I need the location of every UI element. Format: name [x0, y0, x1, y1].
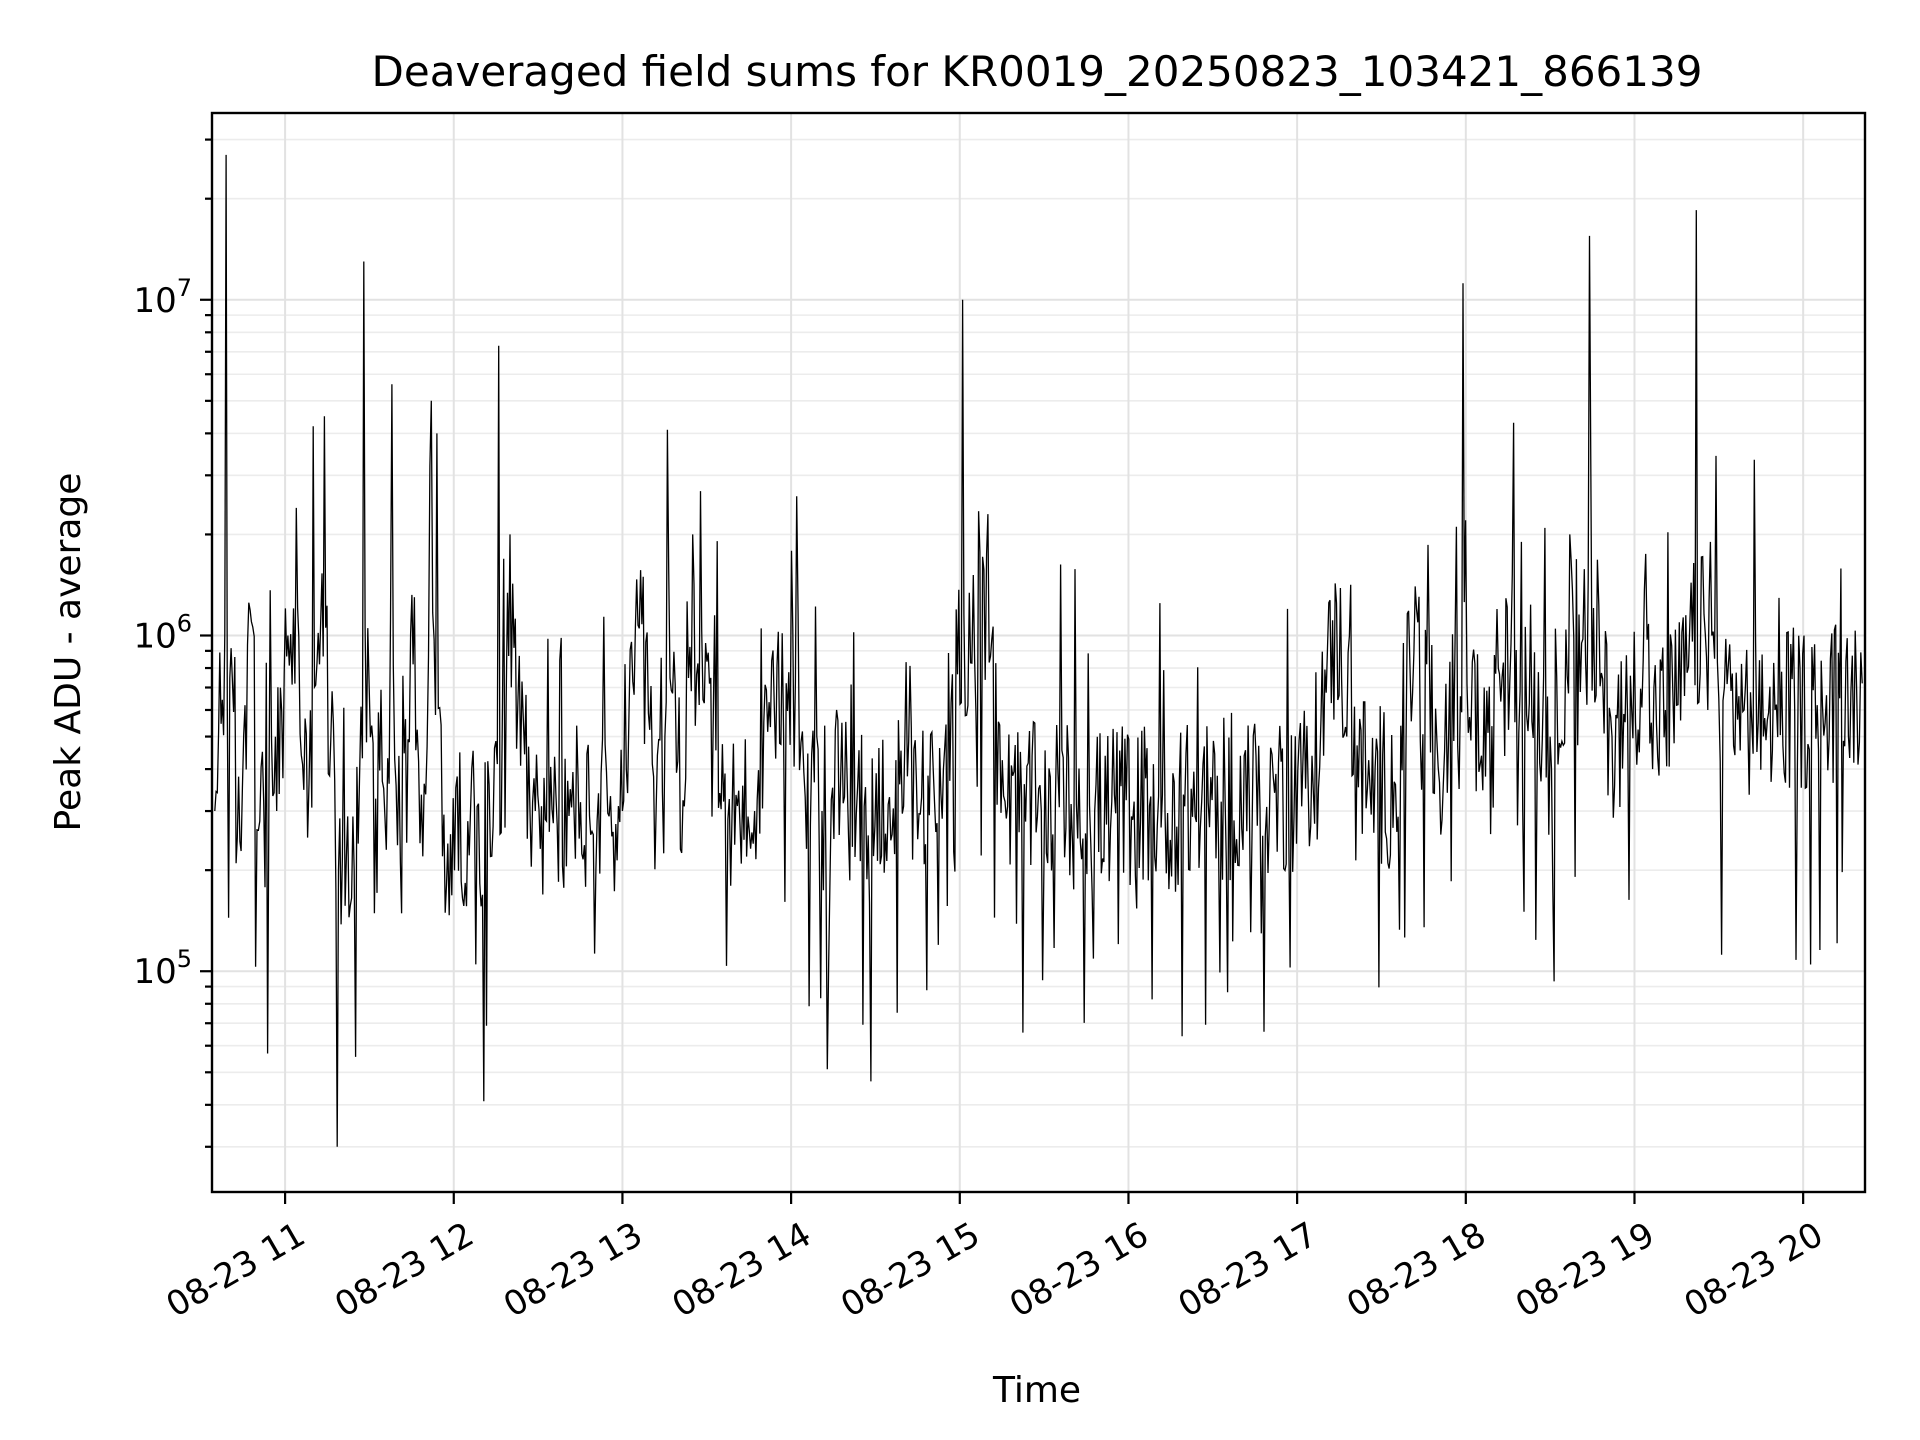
x-tick-label: 08-23 18	[1340, 1215, 1492, 1326]
x-tick-label: 08-23 16	[1003, 1215, 1155, 1326]
x-tick-label: 08-23 13	[497, 1215, 649, 1326]
series-line	[214, 154, 1863, 1147]
x-axis-label: Time	[992, 1370, 1081, 1411]
y-axis: 105 106 107	[133, 138, 212, 1148]
x-tick-label: 08-23 11	[160, 1215, 312, 1326]
x-axis: 08-23 11 08-23 12 08-23 13 08-23 14 08-23 15…	[160, 1192, 1830, 1326]
y-tick-label: 107	[133, 274, 192, 321]
x-tick-label: 08-23 15	[834, 1215, 986, 1326]
x-tick-label: 08-23 14	[666, 1215, 818, 1326]
x-tick-label: 08-23 19	[1509, 1215, 1661, 1326]
x-tick-label: 08-23 12	[328, 1215, 480, 1326]
plot-area	[210, 111, 1867, 1194]
y-tick-label: 106	[133, 609, 192, 656]
x-tick-label: 08-23 20	[1678, 1215, 1830, 1326]
x-tick-label: 08-23 17	[1172, 1215, 1324, 1326]
y-tick-label: 105	[133, 945, 192, 992]
y-axis-label: Peak ADU - average	[48, 473, 89, 832]
chart-title: Deaveraged field sums for KR0019_2025082…	[372, 47, 1703, 96]
grid	[212, 113, 1865, 1192]
